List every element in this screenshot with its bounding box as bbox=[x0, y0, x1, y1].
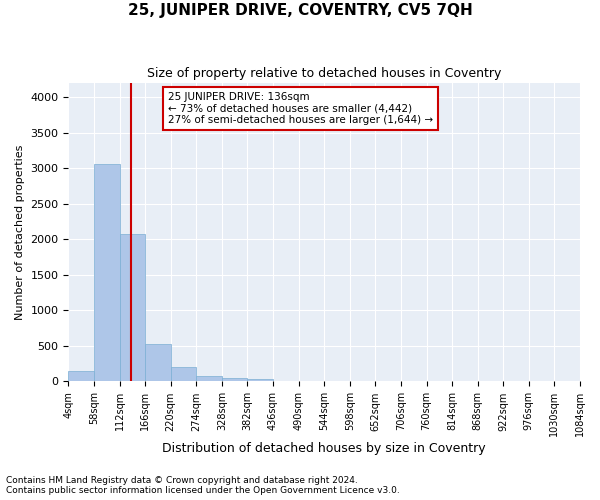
Text: 25 JUNIPER DRIVE: 136sqm
← 73% of detached houses are smaller (4,442)
27% of sem: 25 JUNIPER DRIVE: 136sqm ← 73% of detach… bbox=[168, 92, 433, 125]
Bar bbox=[247, 378, 273, 382]
Text: Contains HM Land Registry data © Crown copyright and database right 2024.
Contai: Contains HM Land Registry data © Crown c… bbox=[6, 476, 400, 495]
X-axis label: Distribution of detached houses by size in Coventry: Distribution of detached houses by size … bbox=[163, 442, 486, 455]
Bar bbox=[68, 371, 94, 382]
Bar bbox=[94, 164, 119, 382]
Bar bbox=[145, 344, 171, 382]
Text: 25, JUNIPER DRIVE, COVENTRY, CV5 7QH: 25, JUNIPER DRIVE, COVENTRY, CV5 7QH bbox=[128, 2, 472, 18]
Bar bbox=[222, 378, 247, 382]
Bar bbox=[196, 376, 222, 382]
Y-axis label: Number of detached properties: Number of detached properties bbox=[15, 144, 25, 320]
Bar bbox=[119, 234, 145, 382]
Bar bbox=[171, 368, 196, 382]
Title: Size of property relative to detached houses in Coventry: Size of property relative to detached ho… bbox=[147, 68, 502, 80]
